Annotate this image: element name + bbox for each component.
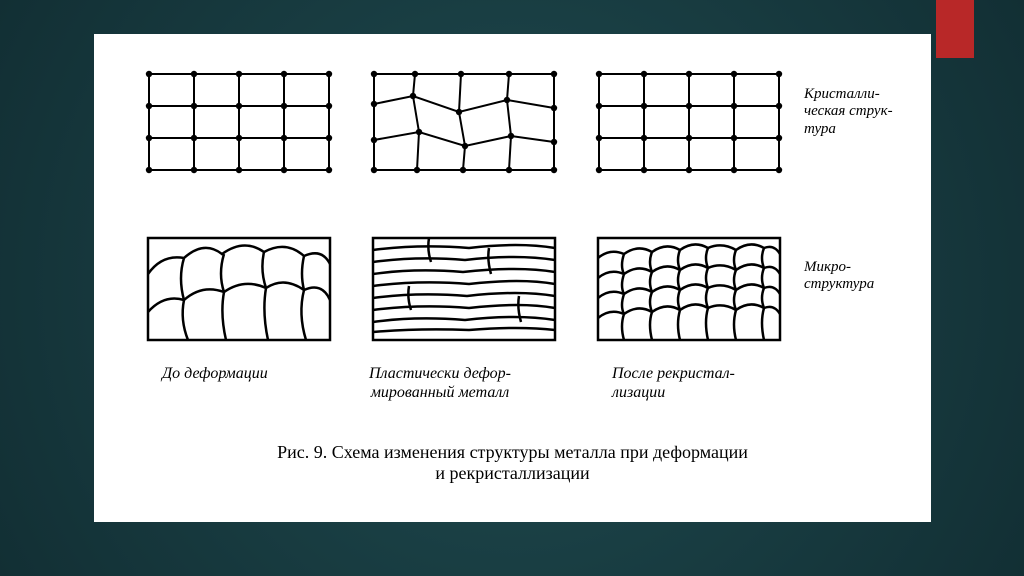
cell-micro-deformed <box>369 234 559 344</box>
cell-lattice-before <box>144 66 334 176</box>
cell-lattice-after <box>594 66 784 176</box>
col-label-after: После рекристал- лизации <box>612 364 735 402</box>
figure-caption: Рис. 9. Схема изменения структуры металл… <box>114 442 911 484</box>
cell-micro-after <box>594 234 784 344</box>
col-label-deformed: Пластически дефор- мированный металл <box>369 364 511 402</box>
row-label-crystal: Кристалли- ческая струк- тура <box>804 86 893 138</box>
cell-micro-before <box>144 234 334 344</box>
diagram-area: Кристалли- ческая струк- тура Микро- стр… <box>114 54 911 502</box>
figure-card: Кристалли- ческая струк- тура Микро- стр… <box>94 34 931 522</box>
row-label-micro: Микро- структура <box>804 259 874 294</box>
col-label-before: До деформации <box>162 364 268 383</box>
bookmark-accent <box>936 0 974 58</box>
cell-lattice-deformed <box>369 66 559 176</box>
